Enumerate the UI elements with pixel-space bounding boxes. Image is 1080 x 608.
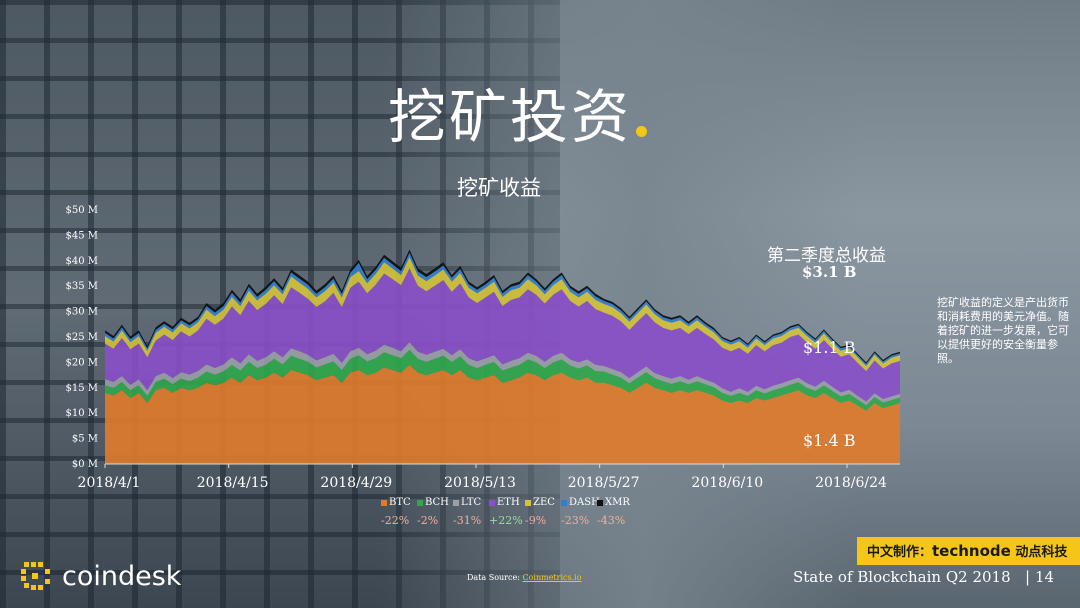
y-tick-label: $0 M bbox=[72, 459, 98, 470]
legend-swatch bbox=[489, 499, 495, 506]
x-tick-label: 2018/5/13 bbox=[444, 475, 516, 491]
y-tick-label: $30 M bbox=[65, 307, 98, 318]
y-tick-label: $15 M bbox=[65, 383, 98, 394]
legend-change-btc: -22% bbox=[381, 514, 410, 527]
chart-legend: BTC BCH LTC ETH ZEC DASH XMR bbox=[381, 497, 633, 508]
legend-label: XMR bbox=[605, 497, 630, 508]
footer-separator: | bbox=[1024, 568, 1030, 586]
x-tick-label: 2018/6/10 bbox=[691, 475, 763, 491]
coindesk-logo: coindesk bbox=[18, 558, 181, 594]
legend-label: LTC bbox=[461, 497, 482, 508]
footer-text: State of Blockchain Q2 2018 bbox=[793, 568, 1011, 586]
y-tick-label: $25 M bbox=[65, 332, 98, 343]
y-axis: $0 M $5 M $10 M $15 M $20 M $25 M $30 M $35 M $4… bbox=[65, 205, 98, 470]
legend-item-dash: DASH bbox=[561, 497, 600, 508]
legend-swatch bbox=[597, 499, 603, 506]
x-axis: 2018/4/1 2018/4/15 2018/4/29 2018/5/13 2018/… bbox=[78, 463, 900, 491]
legend-swatch bbox=[525, 499, 531, 506]
page-number: 14 bbox=[1035, 568, 1055, 586]
badge-prefix: 中文制作： bbox=[867, 545, 933, 560]
x-tick-label: 2018/6/24 bbox=[815, 475, 887, 491]
legend-item-eth: ETH bbox=[489, 497, 525, 508]
legend-item-zec: ZEC bbox=[525, 497, 561, 508]
q2-total-label: 第二季度总收益 bbox=[767, 246, 886, 266]
x-tick-label: 2018/5/27 bbox=[568, 475, 640, 491]
legend-item-bch: BCH bbox=[417, 497, 453, 508]
legend-change-zec: -9% bbox=[525, 514, 547, 527]
title-dot-icon bbox=[636, 126, 648, 137]
side-note: 挖矿收益的定义是产出货币和消耗费用的美元净值。随着挖矿的进一步发展，它可以提供更… bbox=[937, 296, 1069, 365]
slide-title-text: 挖矿投资 bbox=[388, 83, 633, 151]
data-source: Data Source: Coinmetrics.io bbox=[467, 573, 582, 582]
legend-swatch bbox=[453, 499, 459, 506]
chart-areas bbox=[105, 249, 900, 464]
legend-change-eth: +22% bbox=[489, 514, 523, 527]
y-tick-label: $5 M bbox=[72, 434, 98, 445]
legend-change-bch: -2% bbox=[417, 514, 439, 527]
x-tick-label: 2018/4/29 bbox=[320, 475, 392, 491]
area-zec bbox=[105, 257, 900, 371]
q2-total-value: $3.1 B bbox=[802, 263, 857, 281]
y-tick-label: $35 M bbox=[65, 281, 98, 292]
legend-item-xmr: XMR bbox=[597, 497, 633, 508]
area-eth bbox=[105, 268, 900, 402]
badge-brand: technode bbox=[932, 542, 1011, 560]
legend-label: ETH bbox=[497, 497, 520, 508]
source-label: Data Source: bbox=[467, 573, 520, 582]
area-bch bbox=[105, 349, 900, 411]
logo-text: coindesk bbox=[62, 560, 182, 592]
legend-item-ltc: LTC bbox=[453, 497, 489, 508]
legend-swatch bbox=[417, 499, 423, 506]
legend-change-xmr: -43% bbox=[597, 514, 626, 527]
legend-label: ZEC bbox=[533, 497, 555, 508]
legend-change-ltc: -31% bbox=[453, 514, 482, 527]
y-tick-label: $45 M bbox=[65, 230, 98, 241]
legend-label: DASH bbox=[569, 497, 600, 508]
y-tick-label: $10 M bbox=[65, 408, 98, 419]
y-tick-label: $20 M bbox=[65, 357, 98, 368]
legend-label: BCH bbox=[425, 497, 449, 508]
area-ltc bbox=[105, 342, 900, 406]
eth-total-label: $1.1 B bbox=[803, 338, 856, 357]
x-tick-label: 2018/4/1 bbox=[78, 475, 141, 491]
y-tick-label: $40 M bbox=[65, 256, 98, 267]
x-tick-label: 2018/4/15 bbox=[197, 475, 269, 491]
legend-item-btc: BTC bbox=[381, 497, 417, 508]
translation-badge: 中文制作：technode 动点科技 bbox=[857, 537, 1080, 565]
slide-title: 挖矿投资 bbox=[388, 70, 648, 154]
legend-swatch bbox=[561, 499, 567, 506]
legend-label: BTC bbox=[389, 497, 411, 508]
y-tick-label: $50 M bbox=[65, 205, 98, 216]
footer: State of Blockchain Q2 2018 | bbox=[793, 568, 1030, 586]
area-btc bbox=[105, 364, 900, 464]
btc-total-label: $1.4 B bbox=[803, 431, 856, 450]
legend-swatch bbox=[381, 499, 387, 506]
source-link[interactable]: Coinmetrics.io bbox=[522, 573, 582, 582]
coindesk-logo-icon bbox=[21, 562, 50, 590]
chart-title: 挖矿收益 bbox=[457, 176, 541, 200]
badge-suffix: 动点科技 bbox=[1015, 545, 1068, 560]
legend-change-dash: -23% bbox=[561, 514, 590, 527]
legend-changes: -22% -2% -31% +22% -9% -23% -43% bbox=[381, 514, 633, 527]
